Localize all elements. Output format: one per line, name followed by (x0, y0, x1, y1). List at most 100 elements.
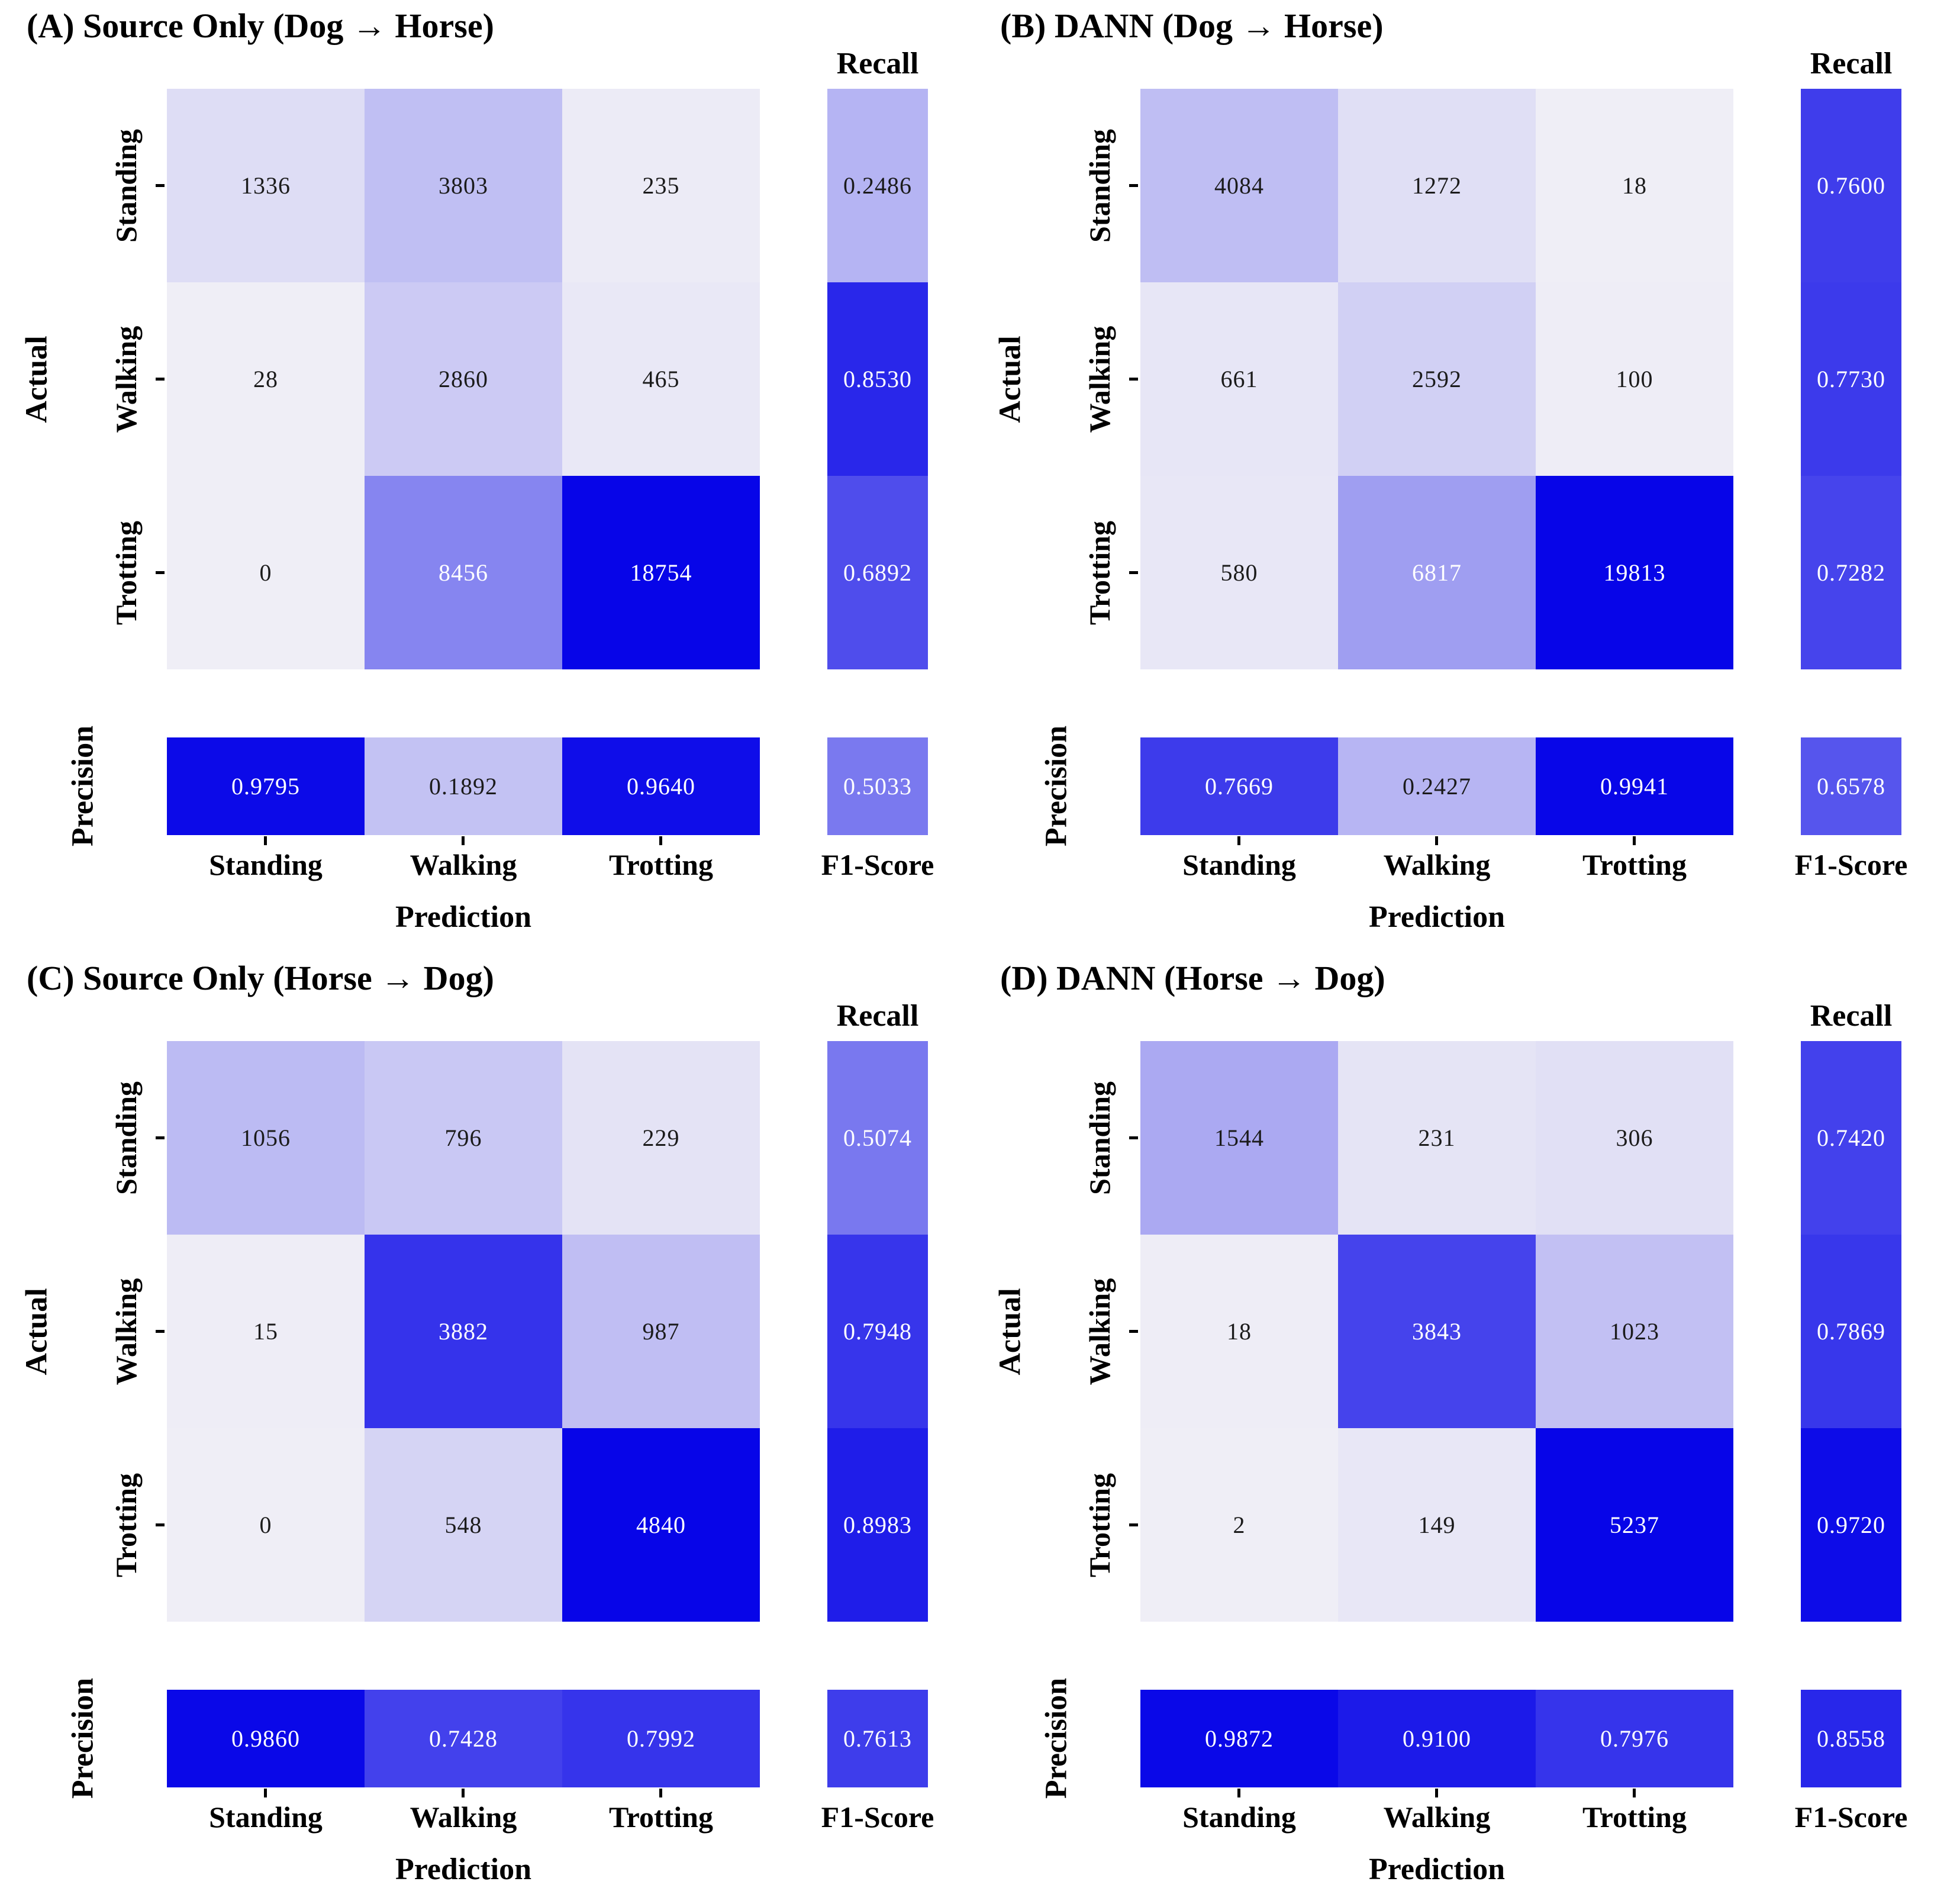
matrix-cell: 0 (167, 476, 365, 669)
matrix-cell: 4084 (1140, 89, 1338, 282)
matrix-cell: 2860 (365, 282, 562, 476)
row-label-trotting: Trotting (1083, 1473, 1116, 1577)
actual-axis-label: Actual (20, 336, 54, 423)
row-label-trotting: Trotting (1083, 521, 1116, 625)
recall-cell: 0.7869 (1801, 1235, 1901, 1428)
recall-cell: 0.8530 (827, 282, 928, 476)
matrix-cell: 3803 (365, 89, 562, 282)
matrix-cell: 987 (562, 1235, 760, 1428)
matrix-cell: 1336 (167, 89, 365, 282)
precision-cell: 0.7428 (365, 1690, 562, 1787)
matrix-cell: 661 (1140, 282, 1338, 476)
panel-b-dann-dog-horse: (B) DANN (Dog → Horse) Recall Actual Sta… (974, 0, 1947, 952)
row-label-walking: Walking (109, 1278, 143, 1386)
recall-column: 0.2486 0.8530 0.6892 (827, 89, 928, 669)
col-tick (264, 1789, 267, 1797)
panel-title: (C) Source Only (Horse → Dog) (27, 959, 494, 997)
precision-cell: 0.9100 (1338, 1690, 1536, 1787)
confusion-matrix: 1544 231 306 18 3843 1023 2 149 5237 (1140, 1041, 1733, 1622)
precision-cell: 0.7669 (1140, 737, 1338, 835)
matrix-cell: 4840 (562, 1428, 760, 1622)
row-tick (156, 1523, 165, 1526)
precision-cell: 0.2427 (1338, 737, 1536, 835)
col-label-walking: Walking (410, 1800, 517, 1834)
col-label-walking: Walking (1383, 848, 1491, 881)
row-tick (1129, 184, 1138, 187)
matrix-cell: 3843 (1338, 1235, 1536, 1428)
col-tick (1435, 836, 1438, 845)
matrix-cell: 796 (365, 1041, 562, 1235)
matrix-cell: 1056 (167, 1041, 365, 1235)
confusion-matrix: 1056 796 229 15 3882 987 0 548 4840 (167, 1041, 760, 1622)
matrix-cell: 149 (1338, 1428, 1536, 1622)
precision-row: 0.9795 0.1892 0.9640 (167, 737, 760, 835)
f1-score-cell: 0.8558 (1801, 1690, 1901, 1787)
matrix-cell: 580 (1140, 476, 1338, 669)
matrix-cell: 1023 (1536, 1235, 1733, 1428)
recall-cell: 0.2486 (827, 89, 928, 282)
matrix-cell: 465 (562, 282, 760, 476)
recall-cell: 0.7282 (1801, 476, 1901, 669)
panel-c-source-only-horse-dog: (C) Source Only (Horse → Dog) Recall Act… (0, 952, 974, 1904)
matrix-cell: 5237 (1536, 1428, 1733, 1622)
col-tick (462, 1789, 465, 1797)
recall-cell: 0.8983 (827, 1428, 928, 1622)
matrix-cell: 306 (1536, 1041, 1733, 1235)
recall-column: 0.7600 0.7730 0.7282 (1801, 89, 1901, 669)
f1-score-cell: 0.5033 (827, 737, 928, 835)
precision-cell: 0.9860 (167, 1690, 365, 1787)
row-label-standing: Standing (109, 129, 143, 243)
panel-d-dann-horse-dog: (D) DANN (Horse → Dog) Recall Actual Sta… (974, 952, 1947, 1904)
f1-score-label: F1-Score (1794, 1800, 1908, 1834)
row-label-trotting: Trotting (109, 1473, 143, 1577)
precision-axis-label: Precision (1039, 725, 1074, 847)
matrix-cell: 100 (1536, 282, 1733, 476)
col-tick (264, 836, 267, 845)
panel-a-source-only-dog-horse: (A) Source Only (Dog → Horse) Recall Act… (0, 0, 974, 952)
precision-axis-label: Precision (66, 725, 100, 847)
matrix-cell: 229 (562, 1041, 760, 1235)
row-tick (156, 571, 165, 574)
col-tick (1237, 836, 1240, 845)
row-label-trotting: Trotting (109, 521, 143, 625)
matrix-cell: 3882 (365, 1235, 562, 1428)
recall-cell: 0.7948 (827, 1235, 928, 1428)
recall-cell: 0.7420 (1801, 1041, 1901, 1235)
precision-row: 0.9872 0.9100 0.7976 (1140, 1690, 1733, 1787)
row-tick (1129, 378, 1138, 381)
f1-score-label: F1-Score (821, 1800, 934, 1834)
confusion-matrix: 4084 1272 18 661 2592 100 580 6817 19813 (1140, 89, 1733, 669)
row-tick (156, 184, 165, 187)
precision-cell: 0.1892 (365, 737, 562, 835)
actual-axis-label: Actual (993, 336, 1027, 423)
recall-cell: 0.5074 (827, 1041, 928, 1235)
col-tick (1633, 836, 1636, 845)
actual-axis-label: Actual (20, 1288, 54, 1375)
precision-cell: 0.9795 (167, 737, 365, 835)
precision-cell: 0.9872 (1140, 1690, 1338, 1787)
precision-row: 0.7669 0.2427 0.9941 (1140, 737, 1733, 835)
row-tick (1129, 1523, 1138, 1526)
recall-cell: 0.7600 (1801, 89, 1901, 282)
recall-axis-label: Recall (836, 47, 919, 80)
prediction-axis-label: Prediction (395, 900, 532, 934)
prediction-axis-label: Prediction (1368, 1853, 1506, 1886)
prediction-axis-label: Prediction (395, 1853, 532, 1886)
matrix-cell: 2592 (1338, 282, 1536, 476)
precision-cell: 0.7992 (562, 1690, 760, 1787)
matrix-cell: 6817 (1338, 476, 1536, 669)
col-label-trotting: Trotting (609, 1800, 713, 1834)
row-label-standing: Standing (1083, 1081, 1116, 1195)
row-label-standing: Standing (1083, 129, 1116, 243)
matrix-cell: 18 (1140, 1235, 1338, 1428)
col-tick (1435, 1789, 1438, 1797)
row-tick (1129, 571, 1138, 574)
col-label-standing: Standing (1182, 848, 1296, 881)
row-tick (156, 1330, 165, 1333)
f1-score-label: F1-Score (1794, 848, 1908, 881)
matrix-cell: 8456 (365, 476, 562, 669)
recall-cell: 0.6892 (827, 476, 928, 669)
matrix-cell: 2 (1140, 1428, 1338, 1622)
f1-score-cell: 0.7613 (827, 1690, 928, 1787)
